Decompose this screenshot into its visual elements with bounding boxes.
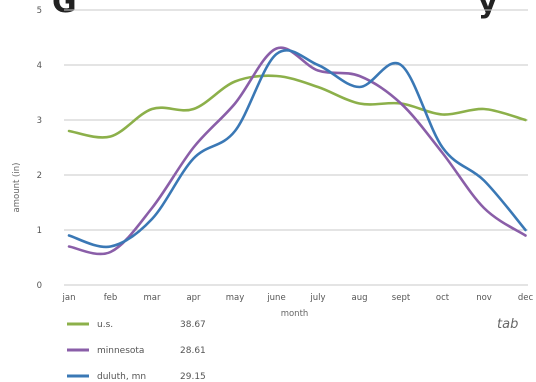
x-tick-oct: oct	[436, 293, 450, 303]
y-tick-labels: 0 1 2 3 4 5	[37, 6, 42, 291]
y-tick-4: 4	[37, 61, 42, 71]
x-tick-aug: aug	[352, 293, 368, 303]
legend-value-duluth-mn: 29.15	[180, 372, 206, 382]
x-tick-may: may	[226, 293, 245, 303]
x-tick-jan: jan	[62, 293, 76, 303]
y-tick-1: 1	[37, 226, 42, 236]
x-tick-nov: nov	[476, 293, 492, 303]
x-axis-label: month	[281, 309, 309, 319]
x-tick-june: june	[266, 293, 285, 303]
series-line-u-s	[67, 74, 527, 139]
legend-label-minnesota: minnesota	[97, 346, 144, 356]
x-tick-july: july	[309, 293, 325, 303]
x-tick-mar: mar	[144, 293, 161, 303]
gridlines	[64, 9, 528, 286]
series-line-minnesota	[67, 46, 527, 256]
y-tick-3: 3	[37, 116, 42, 126]
y-tick-5: 5	[37, 6, 42, 16]
series-lines	[67, 46, 527, 256]
y-tick-0: 0	[37, 281, 42, 291]
legend-value-u-s: 38.67	[180, 320, 206, 330]
y-axis-label: amount (in)	[12, 163, 22, 213]
legend-label-u-s: u.s.	[97, 320, 113, 330]
corner-note-text: tab	[497, 317, 518, 332]
x-tick-sept: sept	[392, 293, 411, 303]
x-tick-labels: jan feb mar apr may june july aug sept oct nov dec	[62, 293, 534, 303]
legend: u.s. 38.67 minnesota 28.61 duluth, mn 29.15	[67, 320, 206, 382]
legend-value-minnesota: 28.61	[180, 346, 206, 356]
y-tick-2: 2	[37, 171, 42, 181]
x-tick-feb: feb	[104, 293, 118, 303]
series-line-duluth-mn	[67, 49, 527, 249]
x-tick-apr: apr	[186, 293, 201, 303]
x-tick-dec: dec	[518, 293, 534, 303]
legend-label-duluth-mn: duluth, mn	[97, 372, 146, 382]
